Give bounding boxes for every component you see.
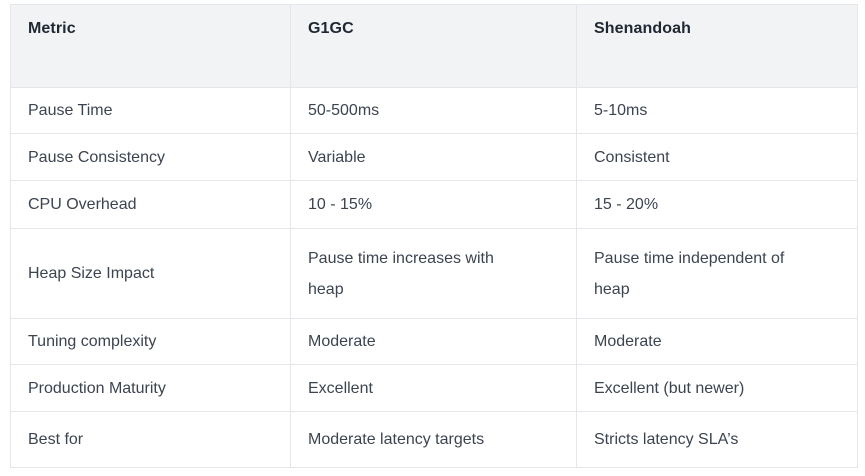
g1gc-cell: 50-500ms: [290, 87, 577, 134]
shenandoah-cell: 5-10ms: [576, 87, 858, 134]
table-row-heap-size-impact: Heap Size Impact Pause time increases wi…: [10, 228, 858, 319]
metric-cell: Tuning complexity: [10, 318, 291, 365]
metric-cell: Pause Consistency: [10, 133, 291, 181]
g1gc-cell: Moderate latency targets: [290, 411, 577, 468]
table-row-cpu-overhead: CPU Overhead 10 - 15% 15 - 20%: [10, 180, 858, 229]
shenandoah-cell: Moderate: [576, 318, 858, 365]
metric-cell: Best for: [10, 411, 291, 468]
shenandoah-cell: Consistent: [576, 133, 858, 181]
shenandoah-cell: 15 - 20%: [576, 180, 858, 229]
table-row-tuning-complexity: Tuning complexity Moderate Moderate: [10, 318, 858, 365]
metric-cell: Pause Time: [10, 87, 291, 134]
g1gc-cell: Excellent: [290, 364, 577, 412]
column-header-g1gc: G1GC: [290, 4, 577, 88]
table-row-best-for: Best for Moderate latency targets Strict…: [10, 411, 858, 468]
shenandoah-cell: Excellent (but newer): [576, 364, 858, 412]
column-header-shenandoah: Shenandoah: [576, 4, 858, 88]
table-row-production-maturity: Production Maturity Excellent Excellent …: [10, 364, 858, 412]
g1gc-cell: 10 - 15%: [290, 180, 577, 229]
shenandoah-cell: Stricts latency SLA’s: [576, 411, 858, 468]
gc-comparison-table: Metric G1GC Shenandoah Pause Time 50-500…: [10, 4, 858, 468]
comparison-table: Metric G1GC Shenandoah Pause Time 50-500…: [10, 4, 858, 468]
table-body: Pause Time 50-500ms 5-10ms Pause Consist…: [10, 87, 858, 468]
g1gc-cell: Moderate: [290, 318, 577, 365]
metric-cell: CPU Overhead: [10, 180, 291, 229]
shenandoah-cell: Pause time independent of heap: [576, 228, 858, 319]
g1gc-cell: Variable: [290, 133, 577, 181]
metric-cell: Production Maturity: [10, 364, 291, 412]
table-row-pause-time: Pause Time 50-500ms 5-10ms: [10, 87, 858, 134]
table-header: Metric G1GC Shenandoah: [10, 4, 858, 88]
column-header-metric: Metric: [10, 4, 291, 88]
metric-cell: Heap Size Impact: [10, 228, 291, 319]
header-row: Metric G1GC Shenandoah: [10, 4, 858, 88]
table-row-pause-consistency: Pause Consistency Variable Consistent: [10, 133, 858, 181]
g1gc-cell: Pause time increases with heap: [290, 228, 577, 319]
